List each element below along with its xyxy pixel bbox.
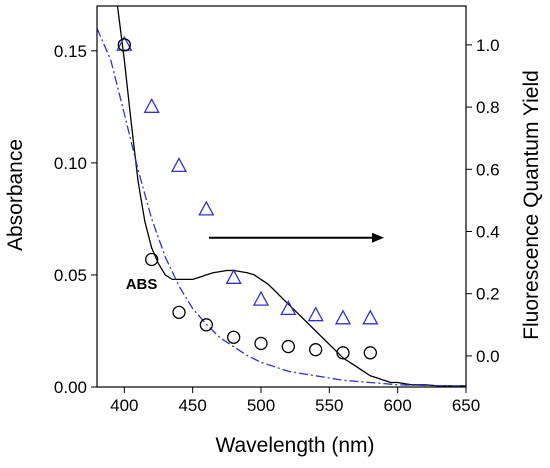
y-tick-label: 0.15 — [54, 42, 87, 61]
triangle-point — [170, 157, 188, 173]
x-tick-label: 450 — [178, 396, 206, 415]
circle-point — [281, 339, 295, 354]
y-axis-title: Absorbance — [4, 139, 27, 251]
triangle-point — [334, 309, 352, 325]
triangle-point — [198, 200, 215, 216]
series-layer — [97, 6, 466, 387]
y2-tick-label: 0.4 — [476, 222, 500, 241]
y2-tick-label: 1.0 — [476, 36, 500, 55]
axes-layer: 400 450 500 550 600 650 0.00 0.05 0.10 0.15 0.0 0.2… — [54, 5, 500, 415]
circle-point — [117, 38, 131, 52]
series-clip-group — [97, 6, 466, 387]
y2-tick-label: 0.6 — [476, 160, 500, 179]
x-tick-label: 550 — [315, 396, 343, 415]
x-tick-label: 400 — [110, 396, 138, 415]
y-tick-label: 0.10 — [54, 154, 87, 173]
x-axis-title: Wavelength (nm) — [215, 434, 374, 457]
triangle-point — [143, 97, 160, 113]
annotation-layer: ABS — [126, 232, 384, 293]
circle-point — [254, 336, 268, 351]
y2-axis-title: Fluorescence Quantum Yield — [520, 70, 543, 340]
circle-point — [145, 252, 159, 267]
plot-frame — [96, 5, 467, 388]
triangle-point — [362, 309, 379, 325]
circle-point — [227, 330, 241, 344]
triangle-point — [307, 306, 324, 322]
triangle-point — [225, 268, 242, 284]
arrow-head — [372, 232, 384, 243]
circle-point — [172, 305, 186, 320]
circle-point — [199, 318, 213, 332]
absorbance-curve — [116, 6, 466, 387]
triangle-point — [280, 300, 297, 316]
x-tick-label: 500 — [247, 396, 275, 415]
y2-tick-label: 0.0 — [476, 347, 500, 366]
circle-point — [363, 346, 377, 360]
y2-tick-label: 0.8 — [476, 98, 500, 117]
dash-dot-curve — [97, 28, 466, 387]
x-tick-label: 650 — [452, 396, 480, 415]
triangle-point — [116, 35, 133, 51]
circle-point — [336, 346, 350, 360]
x-tick-label: 600 — [383, 396, 411, 415]
abs-annotation: ABS — [126, 276, 158, 293]
y2-tick-label: 0.2 — [476, 285, 500, 304]
y-tick-label: 0.00 — [54, 378, 87, 397]
y-tick-label: 0.05 — [54, 266, 87, 285]
triangle-point — [252, 290, 270, 306]
circle-point — [309, 343, 323, 357]
